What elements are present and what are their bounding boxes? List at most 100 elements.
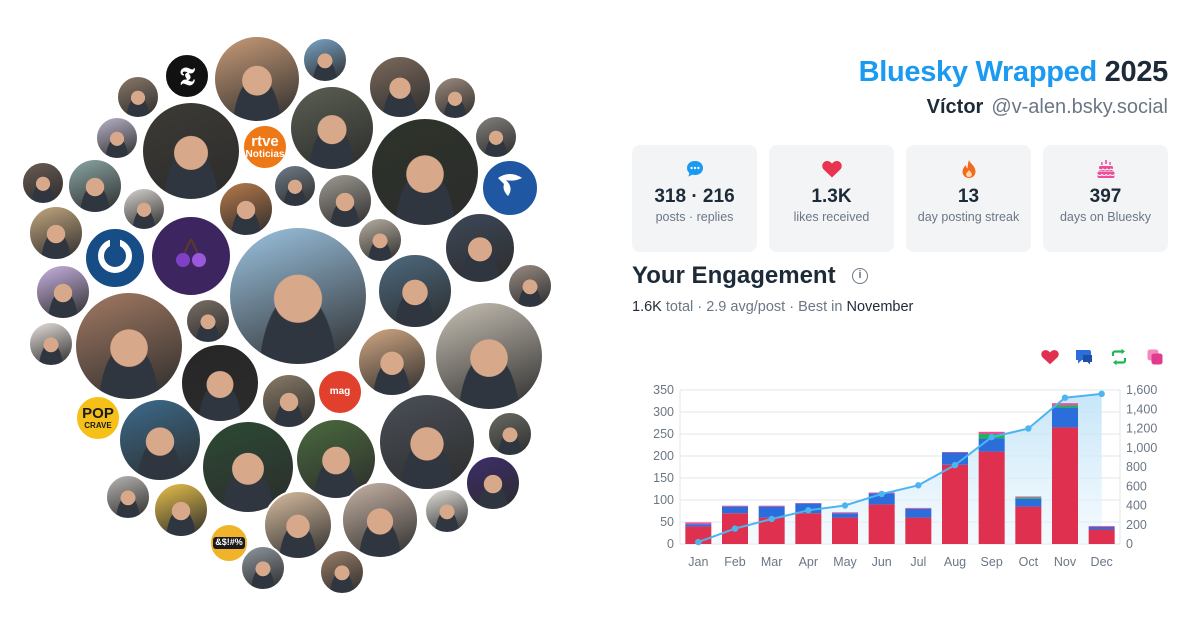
avatar[interactable] [28, 205, 84, 261]
avatar[interactable] [424, 488, 470, 534]
avatar[interactable] [185, 298, 231, 344]
stat-value: 397 [1089, 186, 1122, 207]
x-tick-label: Jun [872, 555, 892, 569]
angry-avatar[interactable]: &$!#% [209, 523, 249, 563]
avatar[interactable] [273, 164, 317, 208]
year-title: 2025 [1104, 56, 1169, 88]
avatar[interactable] [95, 116, 139, 160]
nyt-avatar[interactable]: 𝕿 [164, 53, 210, 99]
cherry-icon [172, 235, 210, 278]
avatar[interactable] [357, 327, 427, 397]
y2-tick-label: 400 [1126, 499, 1147, 513]
avatar[interactable] [289, 85, 375, 171]
swirl-logo-icon [492, 168, 528, 209]
engagement-total-label: total [665, 299, 694, 315]
swirl-avatar[interactable] [481, 159, 539, 217]
avatar[interactable] [141, 101, 241, 201]
avatar[interactable] [317, 173, 373, 229]
avatar[interactable] [368, 55, 432, 119]
bar-segment-likes [1015, 506, 1042, 544]
stat-card-days: 397 days on Bluesky [1043, 145, 1168, 252]
x-tick-label: Apr [799, 555, 818, 569]
cumulative-point [878, 490, 885, 498]
engagement-total: 1.6K [632, 299, 662, 315]
birthday-cake-icon [1043, 159, 1168, 179]
repost-icon[interactable] [1109, 347, 1129, 367]
stat-value: 1.3K [811, 186, 852, 207]
avatar[interactable] [377, 253, 453, 329]
avatar[interactable] [465, 455, 521, 511]
bar-segment-replies [1088, 526, 1115, 530]
news-avatar[interactable]: mag [317, 369, 363, 415]
avatar[interactable] [105, 474, 151, 520]
avatar[interactable] [370, 117, 480, 227]
bar-segment-quotes [978, 431, 1005, 434]
y2-tick-label: 1,200 [1126, 422, 1157, 436]
bar-segment-reposts [1015, 497, 1042, 499]
avatar[interactable] [122, 187, 166, 231]
y-tick-label: 250 [653, 427, 674, 441]
bar-segment-likes [942, 464, 968, 544]
avatar[interactable] [507, 263, 553, 309]
avatar[interactable] [357, 217, 403, 263]
pop-avatar[interactable]: POP CRAVE [75, 395, 121, 441]
stat-card-likes: 1.3K likes received [769, 145, 894, 252]
avatar[interactable] [261, 373, 317, 429]
y-tick-label: 100 [653, 493, 674, 507]
bar-segment-quotes [1088, 525, 1115, 527]
stat-label: day posting streak [917, 210, 1020, 224]
y-tick-label: 50 [660, 515, 674, 529]
avatar[interactable] [74, 291, 184, 401]
avatar[interactable] [67, 158, 123, 214]
ring-avatar[interactable] [84, 227, 146, 289]
avatar[interactable] [228, 226, 368, 366]
ring-logo-icon [93, 234, 137, 283]
avatar[interactable] [474, 115, 518, 159]
bar-segment-replies [905, 508, 932, 518]
avatar[interactable] [28, 321, 74, 367]
bar-segment-likes [868, 504, 895, 544]
avatar[interactable] [378, 393, 476, 491]
rtve-avatar[interactable]: rtve Noticias [242, 124, 288, 170]
bar-segment-replies [685, 524, 712, 527]
bar-segment-replies [868, 493, 895, 505]
avatar[interactable] [118, 398, 202, 482]
avatar[interactable] [433, 76, 477, 120]
bar-segment-quotes [942, 452, 968, 453]
avatar[interactable] [218, 181, 274, 237]
cumulative-point [1098, 390, 1105, 398]
reply-bubble-icon[interactable] [1074, 347, 1094, 367]
avatar[interactable] [341, 481, 419, 559]
bar-segment-replies [832, 513, 858, 518]
avatar[interactable] [153, 482, 209, 538]
avatar[interactable] [487, 411, 533, 457]
heart-icon[interactable] [1040, 347, 1060, 367]
best-prefix: Best in [798, 299, 843, 315]
cumulative-point [805, 507, 812, 514]
avatar[interactable] [213, 35, 301, 123]
x-tick-label: Mar [761, 555, 783, 569]
bar-segment-quotes [795, 503, 822, 504]
avatar[interactable] [35, 264, 91, 320]
info-icon[interactable]: i [852, 268, 868, 284]
quote-icon[interactable] [1145, 347, 1165, 367]
engagement-chart: 0 50 100 150 200 250 300 350 0 200 400 600 800 1,000 1… [653, 383, 1157, 569]
avatar[interactable] [263, 490, 333, 560]
stat-label: likes received [793, 210, 870, 224]
cumulative-line [697, 392, 1102, 544]
avatar[interactable] [240, 545, 286, 591]
avatar[interactable] [21, 161, 65, 205]
cumulative-point [915, 482, 922, 489]
avatar[interactable] [302, 37, 348, 83]
avatar[interactable] [180, 343, 260, 423]
cherry-avatar[interactable] [150, 215, 232, 297]
bar-segment-quotes [758, 505, 785, 507]
bar-segment-replies [758, 506, 785, 518]
x-tick-label: Oct [1019, 555, 1039, 569]
avatar[interactable] [319, 549, 365, 595]
avatar[interactable] [444, 212, 516, 284]
avatar[interactable] [434, 301, 544, 411]
avatar[interactable] [116, 75, 160, 119]
bar-segment-quotes [905, 507, 932, 509]
